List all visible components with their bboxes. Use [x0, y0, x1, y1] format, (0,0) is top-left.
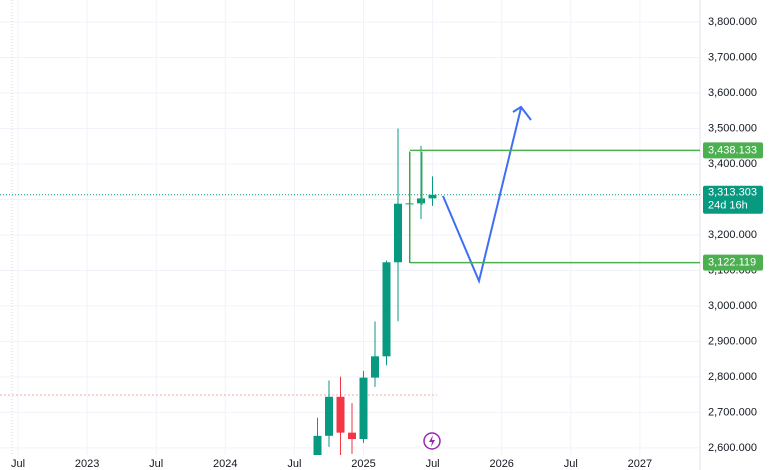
candle-body — [382, 262, 391, 357]
x-tick-label: Jul — [287, 458, 301, 470]
candle-body — [325, 396, 333, 436]
x-tick-label: 2026 — [489, 458, 513, 470]
grid — [0, 0, 700, 455]
y-tick-label: 2,700.000 — [708, 406, 757, 418]
event-icon-bolt — [429, 435, 435, 447]
y-tick-label: 3,000.000 — [708, 300, 757, 312]
candle-body — [428, 194, 437, 199]
countdown-label: 24d 16h — [708, 200, 748, 212]
level-label: 3,122.119 — [708, 257, 756, 269]
level-box — [703, 254, 763, 271]
last-price-label: 3,313.303 — [708, 187, 757, 199]
x-tick-label: Jul — [149, 458, 163, 470]
x-tick-label: Jul — [426, 458, 440, 470]
y-tick-label: 3,200.000 — [708, 229, 757, 241]
y-tick-label: 2,600.000 — [708, 442, 757, 454]
candle-body — [348, 432, 356, 440]
candle-body — [359, 377, 368, 440]
y-tick-label: 2,900.000 — [708, 335, 757, 347]
x-tick-label: 2025 — [351, 458, 375, 470]
candle-body — [336, 396, 345, 433]
x-tick-label: 2024 — [213, 458, 237, 470]
y-tick-label: 3,400.000 — [708, 158, 757, 170]
level-box — [703, 142, 763, 159]
x-tick-label: 2023 — [75, 458, 99, 470]
x-tick-label: 2027 — [628, 458, 652, 470]
projection-path — [442, 107, 522, 285]
x-tick-label: Jul — [564, 458, 578, 470]
y-tick-label: 3,500.000 — [708, 122, 757, 134]
y-tick-label: 3,800.000 — [708, 16, 757, 28]
axes: 2,600.000 2,700.000 2,800.000 2,900.000 3,00… — [11, 16, 757, 470]
y-tick-label: 3,700.000 — [708, 51, 757, 63]
x-tick-label: Jul — [11, 458, 25, 470]
candle-body — [417, 198, 425, 204]
last-price-box — [703, 185, 763, 214]
candle-body — [313, 435, 322, 455]
y-tick-label: 2,800.000 — [708, 371, 757, 383]
level-label: 3,438.133 — [708, 144, 757, 156]
candle-body — [371, 356, 379, 378]
candles — [313, 128, 437, 455]
candle-body — [394, 203, 402, 263]
y-tick-label: 3,600.000 — [708, 87, 757, 99]
projection-arrow — [512, 105, 532, 121]
